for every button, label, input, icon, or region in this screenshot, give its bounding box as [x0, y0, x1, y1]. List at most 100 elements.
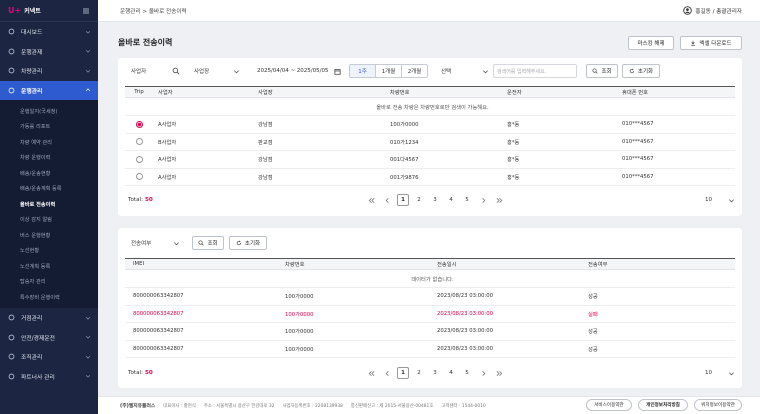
page-arrow[interactable]: [493, 367, 505, 379]
cell: 2023/08/23 03:00:00: [432, 322, 583, 341]
table-row[interactable]: A사업자 강남점 001다4567 홍*동 010***4567: [125, 150, 735, 169]
menu-item[interactable]: 안전/경제운전: [0, 328, 98, 348]
page-number[interactable]: 4: [449, 197, 453, 203]
cell: 2023/08/23 03:00:00: [432, 287, 583, 306]
menu-item[interactable]: 운행관제: [0, 42, 98, 62]
submenu-item[interactable]: 운행일지(국세청): [20, 108, 58, 115]
column-header: 차량번호: [280, 258, 432, 270]
menu-label: 차량관리: [21, 69, 43, 76]
cell: 홍*동: [502, 133, 617, 151]
submenu-item[interactable]: 노선현황: [20, 248, 40, 254]
page-number[interactable]: 3: [433, 197, 437, 203]
page-number[interactable]: 5: [465, 370, 469, 376]
table-row[interactable]: 800000063342807 100가0000 2023/08/23 03:00:…: [125, 287, 735, 306]
menu-item[interactable]: 파트너사 관리: [0, 367, 98, 387]
table-row[interactable]: 800000063342807 100가0000 2023/08/23 03:00:…: [125, 340, 735, 358]
cell: A사업자: [153, 115, 253, 134]
page-size[interactable]: 10: [702, 193, 738, 207]
radio[interactable]: [135, 173, 143, 181]
page-number[interactable]: 2: [417, 197, 421, 203]
period-button[interactable]: 1주: [350, 65, 375, 77]
cell: B사업자: [153, 133, 253, 151]
page-number[interactable]: 1: [397, 367, 409, 379]
icon: [629, 68, 634, 74]
header-row: Trip 사업자 사업장 차량번호 운전자 휴대폰 번호: [125, 86, 735, 98]
column-header: 운전자: [502, 86, 617, 98]
dropdown[interactable]: 전송여부: [128, 236, 183, 250]
button[interactable]: 초기화: [229, 236, 267, 250]
date-range[interactable]: 2025/04/04 ~ 2025/05/05: [254, 64, 344, 78]
footer-link[interactable]: 서비스이용약관: [586, 399, 632, 411]
button[interactable]: 조회: [192, 236, 224, 250]
icon: [8, 373, 15, 380]
excel-button[interactable]: 엑셀 다운로드: [680, 36, 742, 50]
submenu-item[interactable]: 올바로 전송이력: [20, 201, 56, 208]
submenu-item[interactable]: 차량 운행이력: [20, 155, 51, 161]
icon: [729, 198, 734, 202]
icon: [481, 370, 485, 376]
icon: [385, 370, 389, 376]
page-number[interactable]: 2: [417, 370, 421, 376]
page-arrow[interactable]: [477, 367, 489, 379]
table-row[interactable]: 800000063342807 100가0000 2023/08/23 03:00:…: [125, 322, 735, 341]
period-button[interactable]: 2개월: [401, 65, 427, 77]
table-row[interactable]: 800000063342807 100가0000 2023/08/23 03:00:…: [125, 305, 735, 323]
page-number[interactable]: 3: [433, 370, 437, 376]
submenu-item[interactable]: 노선계획 등록: [20, 263, 51, 270]
radio[interactable]: [135, 155, 143, 163]
dropdown[interactable]: 사업장: [191, 64, 243, 78]
menu-item[interactable]: 조직관리: [0, 347, 98, 367]
table-row[interactable]: A사업자 강남점 100가0000 홍*동 010***4567: [125, 115, 735, 134]
page-number[interactable]: 5: [465, 197, 469, 203]
button-label: 초기화: [244, 241, 261, 247]
menu-item[interactable]: 운행관리: [0, 80, 98, 100]
period-button[interactable]: 1개월: [375, 65, 401, 77]
menu-item[interactable]: 거점관리: [0, 308, 98, 328]
table-row[interactable]: B사업자 판교점 010가1234 홍*동 010***4567: [125, 133, 735, 151]
column-header: 휴대폰 번호: [617, 86, 735, 98]
radio[interactable]: [135, 138, 143, 146]
dropdown[interactable]: 선택: [438, 64, 492, 78]
page-number[interactable]: 1: [397, 194, 409, 206]
search-input[interactable]: 검색어를 입력해주세요.: [493, 64, 577, 78]
field-label: 사업장: [194, 69, 210, 75]
submenu-item[interactable]: 차량 예약 관리: [20, 139, 52, 146]
column-header: Trip: [125, 86, 153, 98]
page-arrow[interactable]: [477, 194, 489, 206]
page-size[interactable]: 10: [702, 366, 738, 380]
page-title: 올바로 전송이력: [118, 38, 173, 47]
cell: 100가0000: [280, 340, 432, 358]
table-row[interactable]: A사업자 강남점 001가9876 홍*동 010***4567: [125, 168, 735, 186]
footer-link[interactable]: 개인정보처리방침: [638, 399, 688, 411]
submenu-item[interactable]: 특수장비 운행이력: [20, 294, 60, 301]
page-arrow[interactable]: [365, 367, 377, 379]
submenu-item[interactable]: 가동률 리포트: [20, 124, 51, 130]
user-info[interactable]: 홍길동 / 총괄관리자: [683, 6, 742, 15]
submenu-item[interactable]: 배송/운송현황: [20, 170, 51, 177]
icon: [483, 69, 488, 73]
submenu-item[interactable]: 버스 운행현황: [20, 232, 51, 239]
pagination: 1 2 3 4 5: [365, 367, 505, 379]
button[interactable]: 초기화: [622, 64, 660, 78]
icon: [8, 67, 15, 74]
page-number[interactable]: 4: [449, 370, 453, 376]
radio-cell: [125, 133, 153, 151]
company-search[interactable]: 사업자: [128, 64, 183, 78]
page-arrow[interactable]: [365, 194, 377, 206]
cell: 010가1234: [385, 133, 502, 151]
footer-link[interactable]: 위치정보이용약관: [694, 399, 742, 411]
radio[interactable]: [135, 120, 143, 128]
mask-button[interactable]: 마스킹 해제: [628, 36, 674, 50]
cell: 800000063342807: [125, 287, 280, 306]
menu-item[interactable]: 차량관리: [0, 61, 98, 81]
radio-cell: [125, 168, 153, 186]
cell: 홍*동: [502, 150, 617, 169]
page-arrow[interactable]: [381, 194, 393, 206]
submenu-item[interactable]: 탑승자 관리: [20, 279, 46, 285]
submenu-item[interactable]: 이상 감지 알림: [20, 217, 52, 223]
submenu-item[interactable]: 배송/운송계획 등록: [20, 186, 62, 192]
page-arrow[interactable]: [493, 194, 505, 206]
page-arrow[interactable]: [381, 367, 393, 379]
button[interactable]: 조회: [586, 64, 618, 78]
menu-item[interactable]: 대시보드: [0, 22, 98, 42]
